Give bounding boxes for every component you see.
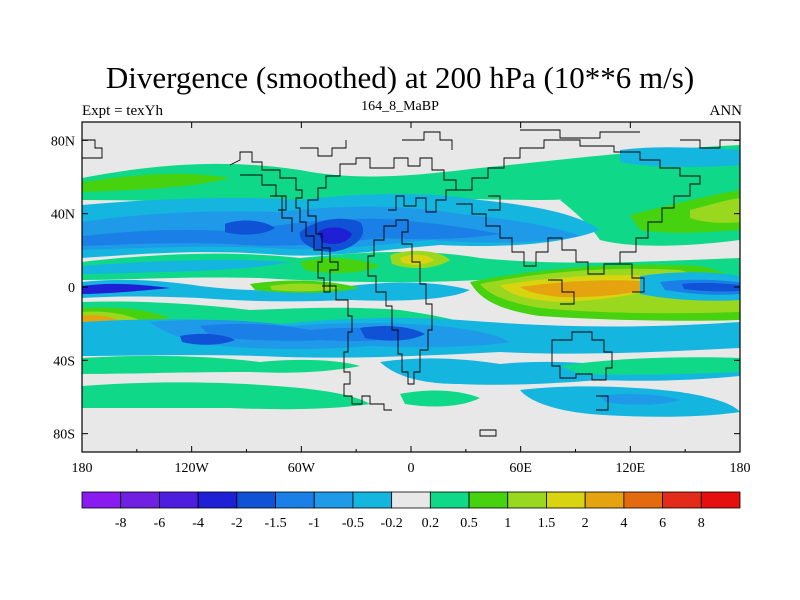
colorbar-label: -4 xyxy=(192,516,204,531)
colorbar-label: 0.2 xyxy=(422,516,440,531)
colorbar: -8 -6 -4 -2 -1.5 -1 -0.5 -0.2 0.2 0.5 1 1.5 2 4 6 8 xyxy=(81,491,741,531)
coastlines xyxy=(82,129,740,437)
y-tick-label: 80S xyxy=(53,428,75,443)
y-tick-label: 80N xyxy=(51,134,75,149)
y-tick-label: 0 xyxy=(68,281,75,296)
colorbar-box xyxy=(120,491,160,509)
x-tick-label: 60W xyxy=(288,461,316,476)
colorbar-box xyxy=(81,491,122,509)
colorbar-box xyxy=(352,491,393,509)
colorbar-label: -2 xyxy=(231,516,243,531)
colorbar-box xyxy=(313,491,354,509)
x-tick-label: 180 xyxy=(72,461,93,476)
colorbar-box xyxy=(700,491,741,509)
colorbar-label: -1 xyxy=(308,516,320,531)
colorbar-box xyxy=(197,491,238,509)
colorbar-box xyxy=(391,491,431,509)
colorbar-label: -6 xyxy=(154,516,166,531)
x-tick-label: 0 xyxy=(408,461,415,476)
colorbar-label: 1.5 xyxy=(538,516,556,531)
colorbar-label: -8 xyxy=(115,516,127,531)
colorbar-label: -0.2 xyxy=(381,516,403,531)
colorbar-label: 8 xyxy=(698,516,705,531)
colorbar-box xyxy=(468,491,509,509)
y-tick-label: 40N xyxy=(51,208,75,223)
colorbar-box xyxy=(584,491,625,509)
x-tick-label: 120W xyxy=(175,461,210,476)
colorbar-box xyxy=(546,491,586,509)
colorbar-box xyxy=(236,491,276,509)
x-axis: 180 120W 60W 0 60E 120E 180 xyxy=(72,122,751,476)
colorbar-box xyxy=(429,491,470,509)
experiment-label: Expt = texYh xyxy=(82,103,163,119)
colorbar-label: -0.5 xyxy=(342,516,364,531)
x-tick-label: 180 xyxy=(730,461,751,476)
season-label: ANN xyxy=(709,103,743,119)
page-title: Divergence (smoothed) at 200 hPa (10**6 … xyxy=(105,60,695,95)
y-tick-label: 40S xyxy=(53,354,75,369)
colorbar-label: 4 xyxy=(620,516,627,531)
run-label: 164_8_MaBP xyxy=(361,99,439,114)
colorbar-label: 2 xyxy=(582,516,589,531)
colorbar-label: 1 xyxy=(504,516,511,531)
colorbar-box xyxy=(275,491,315,509)
colorbar-box xyxy=(507,491,547,509)
colorbar-label: 6 xyxy=(659,516,666,531)
x-tick-label: 60E xyxy=(509,461,532,476)
colorbar-box xyxy=(159,491,199,509)
colorbar-label: 0.5 xyxy=(460,516,478,531)
x-tick-label: 120E xyxy=(616,461,646,476)
colorbar-box xyxy=(623,491,663,509)
colorbar-box xyxy=(662,491,702,509)
y-axis: 80N 40N 0 40S 80S xyxy=(51,134,740,443)
colorbar-label: -1.5 xyxy=(264,516,286,531)
